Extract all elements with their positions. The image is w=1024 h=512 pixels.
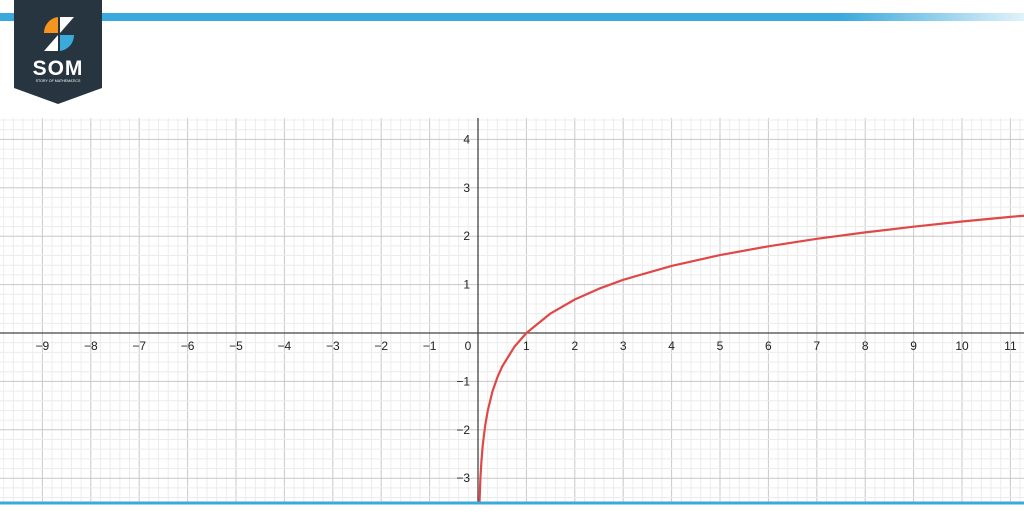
x-tick-label: 10 xyxy=(955,339,969,353)
x-tick-label: 6 xyxy=(765,339,772,353)
top-accent-bar xyxy=(0,13,1024,21)
x-tick-label: −5 xyxy=(229,339,243,353)
y-tick-label: 3 xyxy=(463,181,470,195)
svg-text:SOM: SOM xyxy=(33,57,84,80)
x-tick-label: −9 xyxy=(36,339,50,353)
x-tick-label: 9 xyxy=(910,339,917,353)
x-tick-label: 7 xyxy=(813,339,820,353)
x-tick-label: 4 xyxy=(668,339,675,353)
y-tick-label: 1 xyxy=(463,278,470,292)
y-tick-label: −2 xyxy=(456,423,470,437)
x-tick-label: −3 xyxy=(326,339,340,353)
x-tick-label: 3 xyxy=(620,339,627,353)
x-tick-label: 2 xyxy=(571,339,578,353)
x-tick-label: 8 xyxy=(862,339,869,353)
x-tick-label: 0 xyxy=(465,339,472,353)
x-tick-label: −4 xyxy=(278,339,292,353)
axes xyxy=(0,118,1024,503)
grid xyxy=(0,118,1024,503)
x-tick-label: 11 xyxy=(1004,339,1017,353)
x-tick-label: 5 xyxy=(717,339,724,353)
y-tick-label: 4 xyxy=(463,132,470,146)
x-tick-label: −2 xyxy=(374,339,388,353)
x-tick-label: −8 xyxy=(84,339,98,353)
series xyxy=(478,214,1024,503)
y-tick-label: −3 xyxy=(456,471,470,485)
x-tick-label: −7 xyxy=(132,339,146,353)
y-tick-label: 2 xyxy=(463,229,470,243)
x-tick-label: 1 xyxy=(523,339,530,353)
svg-text:STORY OF MATHEMATICS: STORY OF MATHEMATICS xyxy=(36,79,81,83)
som-logo: SOM STORY OF MATHEMATICS xyxy=(14,0,102,104)
tick-labels: −9 −8 −7 −6 −5 −4 −3 −2 −1 0 1 2 3 4 5 6 7 8 9 10 11 4 3 2 1 −1 −2… xyxy=(36,132,1017,485)
x-tick-label: −6 xyxy=(181,339,195,353)
y-tick-label: −1 xyxy=(456,374,470,388)
x-tick-label: −1 xyxy=(423,339,437,353)
series-line xyxy=(478,214,1024,503)
